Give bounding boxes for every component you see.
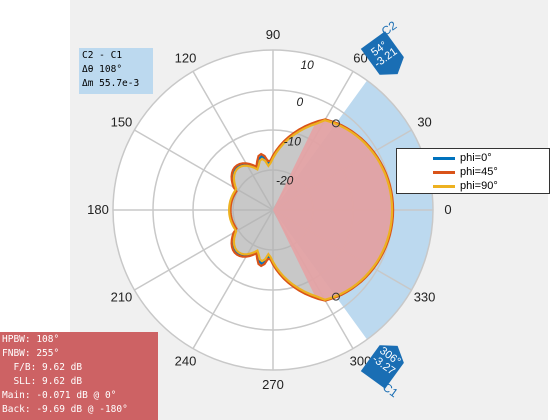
angle-label: 330 (414, 290, 436, 305)
metric-fnbw: FNBW: 255° (2, 348, 60, 359)
legend[interactable]: phi=0° phi=45° phi=90° (396, 148, 550, 194)
cursor-point-C1 (331, 292, 340, 301)
angle-label: 180 (87, 202, 109, 217)
metric-main-lobe: Main: -0.071 dB @ 0° (2, 390, 117, 401)
delta-angle: Δθ 108° (82, 64, 123, 75)
angle-label: 0 (444, 202, 451, 217)
cursor-point-C2 (331, 119, 340, 128)
angle-label: 270 (262, 377, 284, 392)
radial-label: 10 (300, 58, 314, 72)
series-curve-3 (227, 119, 394, 301)
legend-item-phi45[interactable]: phi=45° (397, 165, 498, 179)
cursor-flag (360, 31, 404, 75)
pattern-curves (227, 118, 395, 302)
metric-back-lobe: Back: -9.69 dB @ -180° (2, 404, 128, 415)
radial-label: -10 (284, 134, 302, 148)
angle-label: 150 (111, 115, 133, 130)
legend-swatch (433, 184, 455, 188)
angle-label: 30 (417, 115, 431, 130)
legend-swatch (433, 156, 455, 160)
cursor-delta-readout: C2 - C1 Δθ 108° Δm 55.7e-3 (79, 48, 153, 94)
angle-label: 120 (175, 50, 197, 65)
delta-magnitude: Δm 55.7e-3 (82, 78, 140, 89)
angle-label: 210 (111, 290, 133, 305)
pattern-lobes (229, 119, 393, 301)
angle-label: 90 (266, 27, 280, 42)
angle-label: 240 (175, 354, 197, 369)
radial-labels: 10 0 -10 -20 (276, 58, 314, 188)
legend-label: phi=0° (460, 152, 492, 164)
metric-hpbw: HPBW: 108° (2, 334, 60, 345)
radial-label: 0 (297, 95, 304, 109)
legend-swatch (433, 170, 455, 174)
radial-label: -20 (276, 174, 294, 188)
legend-item-phi0[interactable]: phi=0° (397, 151, 492, 165)
metric-front-to-back: F/B: 9.62 dB (2, 362, 83, 373)
antenna-metrics-panel: HPBW: 108° FNBW: 255° F/B: 9.62 dB SLL: … (0, 332, 158, 420)
delta-title: C2 - C1 (82, 50, 123, 61)
main-lobe-fill (273, 119, 393, 301)
legend-label: phi=90° (460, 180, 498, 192)
cursor-flag (360, 345, 404, 389)
legend-item-phi90[interactable]: phi=90° (397, 179, 498, 193)
angle-label: 60 (353, 50, 367, 65)
legend-label: phi=45° (460, 166, 498, 178)
metric-sidelobe-level: SLL: 9.62 dB (2, 376, 83, 387)
